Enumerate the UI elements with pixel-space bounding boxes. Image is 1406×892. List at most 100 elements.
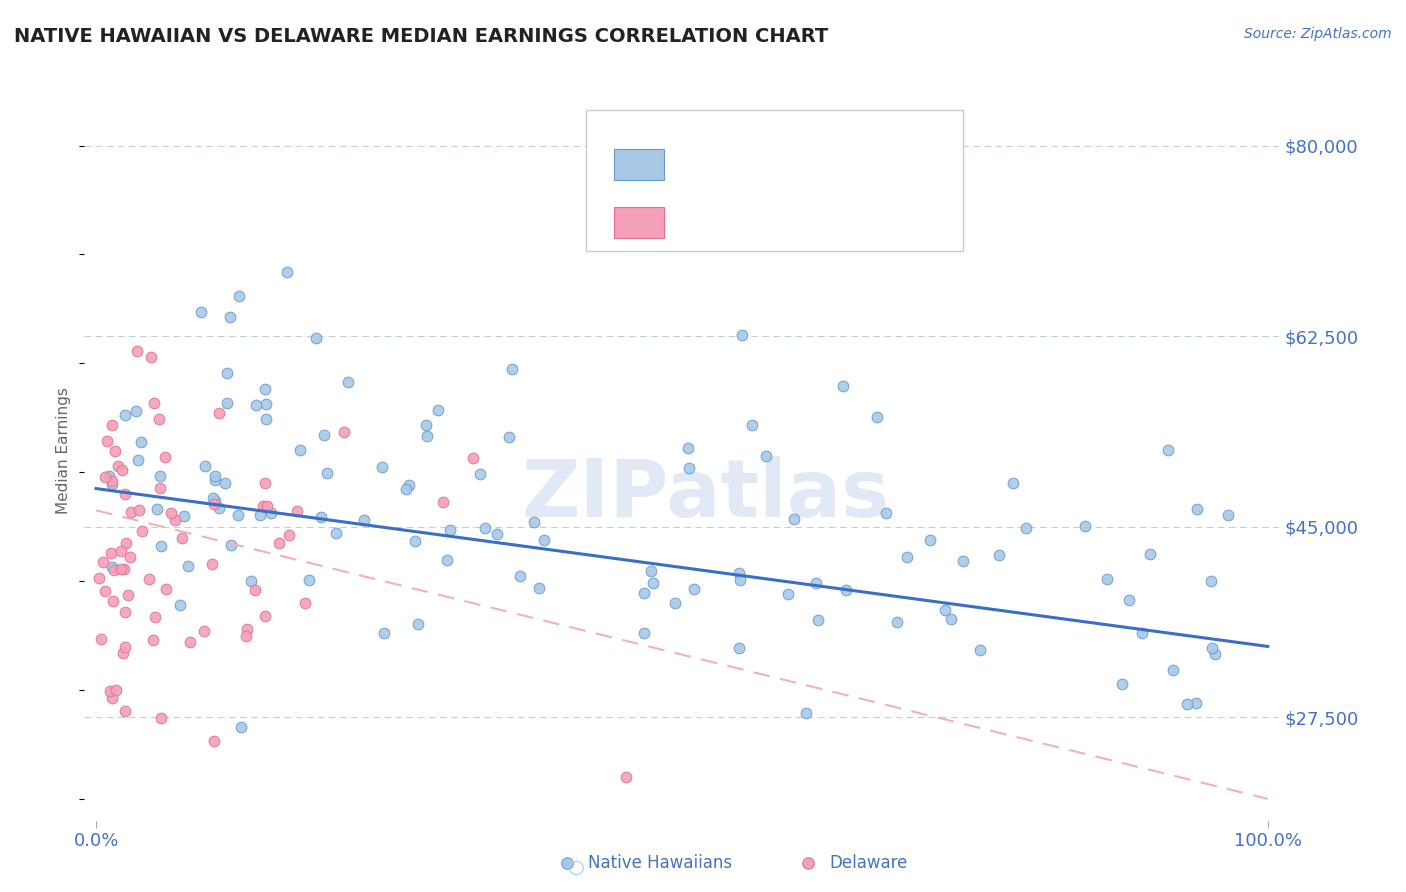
Point xyxy=(832,379,855,393)
Point xyxy=(111,646,134,660)
Point xyxy=(408,616,430,631)
Point xyxy=(219,310,242,324)
Point xyxy=(117,588,139,602)
Point xyxy=(204,473,226,487)
Point xyxy=(398,477,420,491)
Point xyxy=(728,566,751,580)
Point xyxy=(215,396,238,410)
Point xyxy=(165,513,187,527)
Point xyxy=(98,469,121,483)
Point xyxy=(782,511,804,525)
Point xyxy=(110,562,132,576)
Point xyxy=(463,451,485,466)
Point xyxy=(100,546,122,560)
Text: Delaware: Delaware xyxy=(830,855,908,872)
Point xyxy=(468,467,491,481)
Point xyxy=(107,459,129,474)
Point xyxy=(254,382,277,396)
Point xyxy=(254,608,277,623)
Point xyxy=(1199,574,1222,589)
Point xyxy=(202,491,225,506)
Point xyxy=(395,482,418,496)
Point xyxy=(128,503,150,517)
Point xyxy=(404,533,426,548)
Point xyxy=(866,410,889,425)
Point xyxy=(179,635,201,649)
Point xyxy=(149,481,172,495)
Point xyxy=(633,625,655,640)
Y-axis label: Median Earnings: Median Earnings xyxy=(56,387,72,514)
Point xyxy=(875,506,897,520)
Point xyxy=(239,574,262,589)
Point xyxy=(633,585,655,599)
Point xyxy=(93,584,115,599)
Point xyxy=(312,428,335,442)
Point xyxy=(731,327,754,342)
Point xyxy=(325,526,347,541)
Point xyxy=(131,434,153,449)
FancyBboxPatch shape xyxy=(614,207,664,238)
Point xyxy=(104,682,127,697)
Point xyxy=(678,460,700,475)
Point xyxy=(91,555,114,569)
Point xyxy=(509,569,531,583)
Point xyxy=(149,468,172,483)
Text: N = 66: N = 66 xyxy=(823,214,886,232)
Point xyxy=(555,856,578,871)
Point xyxy=(664,596,686,610)
Point xyxy=(1001,476,1024,491)
Point xyxy=(941,612,963,626)
Point xyxy=(533,533,555,548)
Point xyxy=(1187,502,1209,516)
Point xyxy=(920,533,942,547)
Point xyxy=(474,521,496,535)
Point xyxy=(336,376,359,390)
Point xyxy=(146,502,169,516)
Point xyxy=(114,640,136,654)
Point xyxy=(252,500,274,514)
Point xyxy=(934,603,956,617)
Point xyxy=(131,524,153,538)
Point xyxy=(112,562,135,576)
Point xyxy=(229,720,252,734)
Point xyxy=(249,508,271,522)
Point xyxy=(208,406,231,420)
Point xyxy=(797,856,820,871)
Point xyxy=(150,539,173,553)
Point xyxy=(125,403,148,417)
Text: Native Hawaiians: Native Hawaiians xyxy=(588,855,733,872)
Point xyxy=(436,552,458,566)
Point xyxy=(432,495,454,509)
Point xyxy=(776,587,799,601)
Text: NATIVE HAWAIIAN VS DELAWARE MEDIAN EARNINGS CORRELATION CHART: NATIVE HAWAIIAN VS DELAWARE MEDIAN EARNI… xyxy=(14,27,828,45)
Point xyxy=(416,428,439,442)
Point xyxy=(254,412,277,426)
Point xyxy=(988,548,1011,562)
Point xyxy=(148,412,170,426)
Point xyxy=(796,706,818,721)
Point xyxy=(111,463,134,477)
Point xyxy=(253,475,276,490)
Point xyxy=(896,550,918,565)
Text: R = -0.454: R = -0.454 xyxy=(686,155,783,173)
Point xyxy=(373,626,395,640)
Point xyxy=(101,690,124,705)
Point xyxy=(439,523,461,537)
Point xyxy=(755,449,778,463)
Point xyxy=(1095,572,1118,586)
Point xyxy=(1216,508,1239,522)
Point xyxy=(741,418,763,433)
Point xyxy=(142,632,165,647)
Point xyxy=(204,493,226,508)
Point xyxy=(1161,663,1184,677)
Point xyxy=(93,470,115,484)
Text: ○: ○ xyxy=(568,857,585,877)
Point xyxy=(110,544,132,558)
Point xyxy=(1185,696,1208,710)
Point xyxy=(170,531,193,545)
Point xyxy=(1074,518,1097,533)
Point xyxy=(202,733,225,747)
Point xyxy=(120,505,142,519)
Point xyxy=(169,598,191,612)
Point xyxy=(114,408,136,422)
